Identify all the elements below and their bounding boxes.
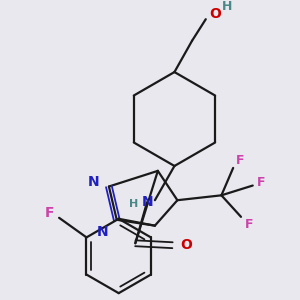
Text: N: N [141,195,153,209]
Text: O: O [180,238,192,252]
Text: F: F [244,218,253,231]
Text: H: H [222,0,232,13]
Text: O: O [210,7,221,21]
Text: H: H [129,199,138,209]
Text: N: N [97,224,109,239]
Text: F: F [45,206,54,220]
Text: F: F [236,154,244,166]
Text: N: N [87,175,99,189]
Text: F: F [257,176,266,189]
